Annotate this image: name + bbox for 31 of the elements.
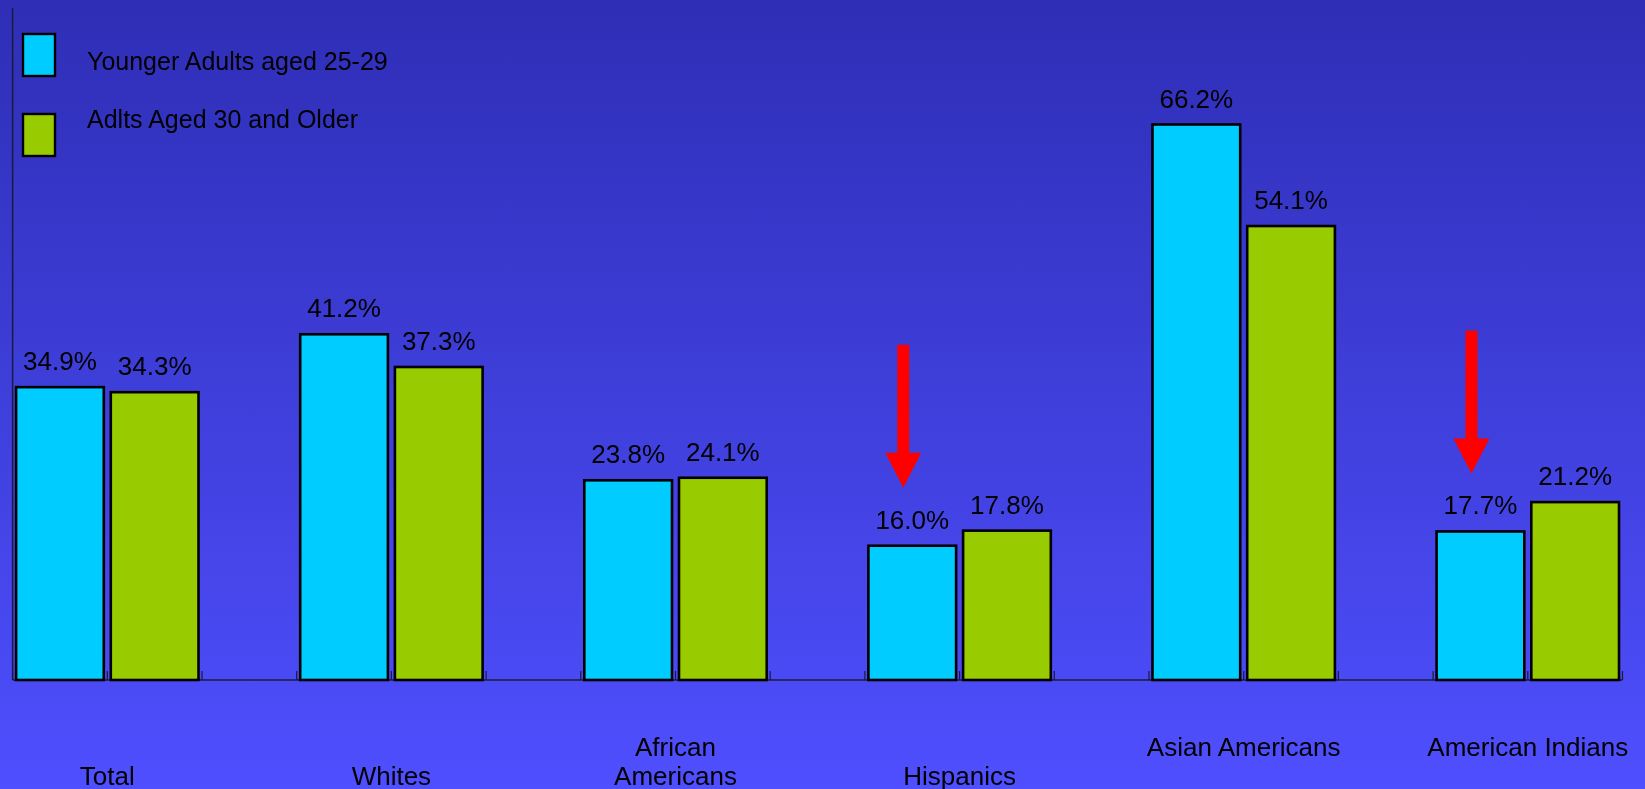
data-label: 24.1% (685, 436, 760, 467)
bar (109, 390, 200, 682)
data-label: 37.3% (401, 326, 476, 357)
x-tick-label: Whites (351, 761, 432, 789)
x-tick-label: American Indians (1427, 732, 1629, 762)
x-tick-label: African Americans (614, 732, 737, 789)
bar (393, 365, 484, 682)
x-tick-label: Asian Americans (1146, 732, 1341, 762)
data-label: 41.2% (307, 293, 381, 324)
bar (1245, 224, 1337, 682)
data-label: 34.9% (23, 346, 97, 377)
x-tick-label: Total (79, 761, 135, 789)
data-label: 54.1% (1254, 185, 1328, 216)
bar (867, 544, 958, 682)
bar (1530, 500, 1621, 682)
bar (1151, 123, 1242, 682)
bar (14, 385, 106, 682)
data-label: 16.0% (875, 504, 950, 535)
bar (298, 332, 390, 682)
data-label: 23.8% (591, 439, 666, 470)
data-label: 21.2% (1538, 461, 1613, 492)
bar (1435, 530, 1526, 682)
data-label: 66.2% (1159, 83, 1234, 114)
data-label: 17.8% (970, 489, 1044, 520)
bar (677, 476, 768, 682)
bar (583, 478, 674, 682)
data-label: 17.7% (1443, 490, 1518, 521)
bar (961, 529, 1053, 682)
legend-label: Younger Adults aged 25-29 (87, 47, 388, 75)
legend-label: Adlts Aged 30 and Older (87, 105, 359, 133)
data-label: 34.3% (117, 351, 192, 382)
